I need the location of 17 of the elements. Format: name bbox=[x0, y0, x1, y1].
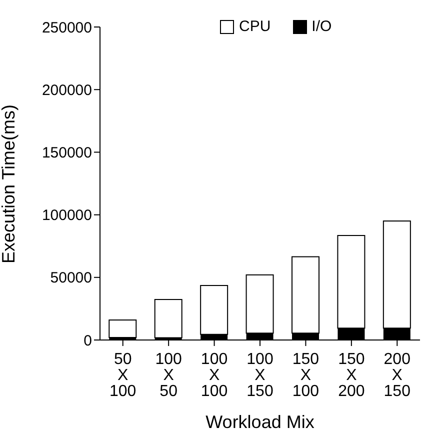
x-tick-label: 200 X 150 bbox=[384, 351, 411, 400]
x-tick-label: 100 X 50 bbox=[155, 351, 182, 400]
x-tick-label: 100 X 100 bbox=[200, 351, 228, 400]
legend-label: CPU bbox=[239, 18, 271, 35]
x-tick-label: 100 X 150 bbox=[246, 351, 274, 400]
legend-label: I/O bbox=[312, 18, 332, 35]
x-axis-title: Workload Mix bbox=[206, 412, 314, 432]
y-tick-label: 50000 bbox=[50, 270, 92, 287]
x-tick-label: 150 X 200 bbox=[338, 351, 365, 400]
x-tick-label: 50 X 100 bbox=[110, 351, 136, 400]
y-tick-label: 0 bbox=[84, 332, 92, 350]
y-axis-title: Execution Time(ms) bbox=[0, 104, 18, 264]
x-tick-label: 150 X 100 bbox=[292, 351, 320, 400]
y-tick-label: 200000 bbox=[42, 82, 92, 99]
y-tick-label: 150000 bbox=[42, 144, 92, 162]
y-tick-label: 250000 bbox=[42, 19, 92, 36]
y-tick-label: 100000 bbox=[42, 207, 92, 224]
